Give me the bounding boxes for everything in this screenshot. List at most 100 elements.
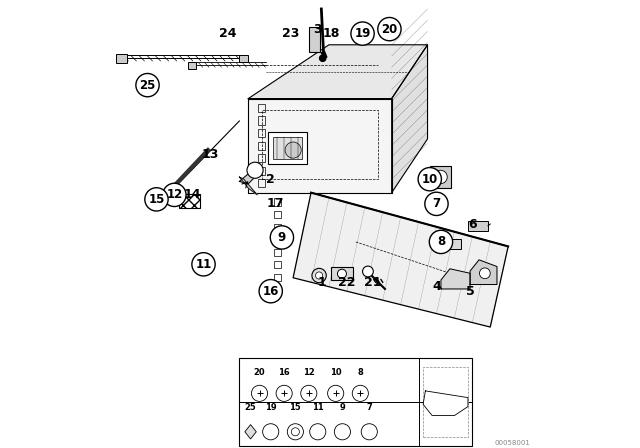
Circle shape: [259, 280, 282, 303]
Text: 16: 16: [262, 284, 279, 298]
Bar: [258, 142, 266, 150]
Bar: [179, 194, 200, 208]
Circle shape: [418, 168, 442, 191]
Polygon shape: [245, 425, 256, 439]
Text: 9: 9: [340, 403, 345, 412]
Text: 14: 14: [184, 188, 201, 202]
Text: 5: 5: [466, 284, 474, 298]
Bar: [258, 116, 266, 125]
Circle shape: [434, 170, 447, 184]
Circle shape: [378, 17, 401, 41]
Text: 12: 12: [166, 188, 182, 202]
Circle shape: [136, 73, 159, 97]
Circle shape: [145, 188, 168, 211]
Circle shape: [479, 268, 490, 279]
Circle shape: [361, 424, 378, 440]
Bar: [188, 62, 196, 69]
Polygon shape: [470, 260, 497, 284]
Bar: [262, 110, 378, 179]
Bar: [430, 166, 451, 188]
Bar: [275, 236, 280, 243]
Text: 10: 10: [330, 368, 342, 377]
Circle shape: [319, 55, 326, 61]
Bar: [423, 367, 468, 437]
Bar: [239, 55, 248, 62]
Bar: [443, 239, 461, 249]
Polygon shape: [239, 177, 257, 195]
Text: 23: 23: [282, 27, 300, 40]
Text: 22: 22: [338, 276, 356, 289]
Circle shape: [337, 269, 346, 278]
Circle shape: [328, 385, 344, 401]
Polygon shape: [293, 193, 508, 327]
Polygon shape: [248, 45, 428, 99]
Bar: [239, 358, 472, 446]
Bar: [332, 267, 353, 280]
Circle shape: [334, 424, 351, 440]
Bar: [116, 54, 127, 63]
Text: 25: 25: [140, 78, 156, 92]
Bar: [308, 27, 320, 52]
Text: 1: 1: [318, 276, 326, 289]
Bar: [275, 274, 280, 281]
Bar: [273, 137, 302, 159]
Text: 8: 8: [358, 368, 363, 377]
Text: 2: 2: [266, 172, 275, 186]
Circle shape: [351, 22, 374, 45]
Bar: [275, 261, 280, 268]
Text: 10: 10: [422, 172, 438, 186]
Bar: [258, 154, 266, 162]
Text: 24: 24: [220, 27, 237, 40]
Text: 00058001: 00058001: [495, 440, 531, 446]
Polygon shape: [248, 99, 392, 193]
Bar: [258, 167, 266, 175]
Text: 19: 19: [355, 27, 371, 40]
Circle shape: [285, 142, 301, 158]
Circle shape: [425, 192, 448, 215]
Text: 16: 16: [278, 368, 290, 377]
Text: 17: 17: [266, 197, 284, 211]
Text: 11: 11: [312, 403, 324, 412]
Circle shape: [301, 385, 317, 401]
Text: 4: 4: [432, 280, 441, 293]
Polygon shape: [441, 269, 470, 289]
Text: 7: 7: [433, 197, 440, 211]
Text: 9: 9: [278, 231, 286, 244]
Text: 20: 20: [253, 368, 266, 377]
Bar: [258, 129, 266, 137]
Circle shape: [192, 253, 215, 276]
Circle shape: [316, 272, 323, 279]
Circle shape: [247, 162, 263, 178]
Bar: [275, 211, 280, 218]
Polygon shape: [239, 168, 262, 184]
Bar: [275, 224, 280, 231]
Circle shape: [252, 385, 268, 401]
Text: 13: 13: [202, 148, 219, 161]
Text: 3: 3: [314, 22, 322, 36]
Circle shape: [429, 230, 452, 254]
Circle shape: [276, 385, 292, 401]
Polygon shape: [392, 45, 428, 193]
Circle shape: [163, 183, 186, 207]
Text: 15: 15: [148, 193, 164, 206]
Bar: [258, 104, 266, 112]
Text: 11: 11: [195, 258, 212, 271]
Text: 19: 19: [265, 403, 276, 412]
Circle shape: [312, 268, 326, 283]
Text: 25: 25: [244, 403, 257, 412]
Circle shape: [287, 424, 303, 440]
Bar: [269, 132, 307, 164]
Text: 6: 6: [468, 217, 477, 231]
Bar: [275, 249, 280, 256]
Bar: [275, 198, 280, 206]
Text: 21: 21: [364, 276, 381, 289]
Circle shape: [310, 424, 326, 440]
Text: 20: 20: [381, 22, 397, 36]
Circle shape: [352, 385, 369, 401]
Text: 15: 15: [289, 403, 301, 412]
Circle shape: [270, 226, 294, 249]
Text: 18: 18: [323, 27, 340, 40]
Circle shape: [262, 424, 279, 440]
Circle shape: [362, 266, 373, 277]
Text: 12: 12: [303, 368, 315, 377]
